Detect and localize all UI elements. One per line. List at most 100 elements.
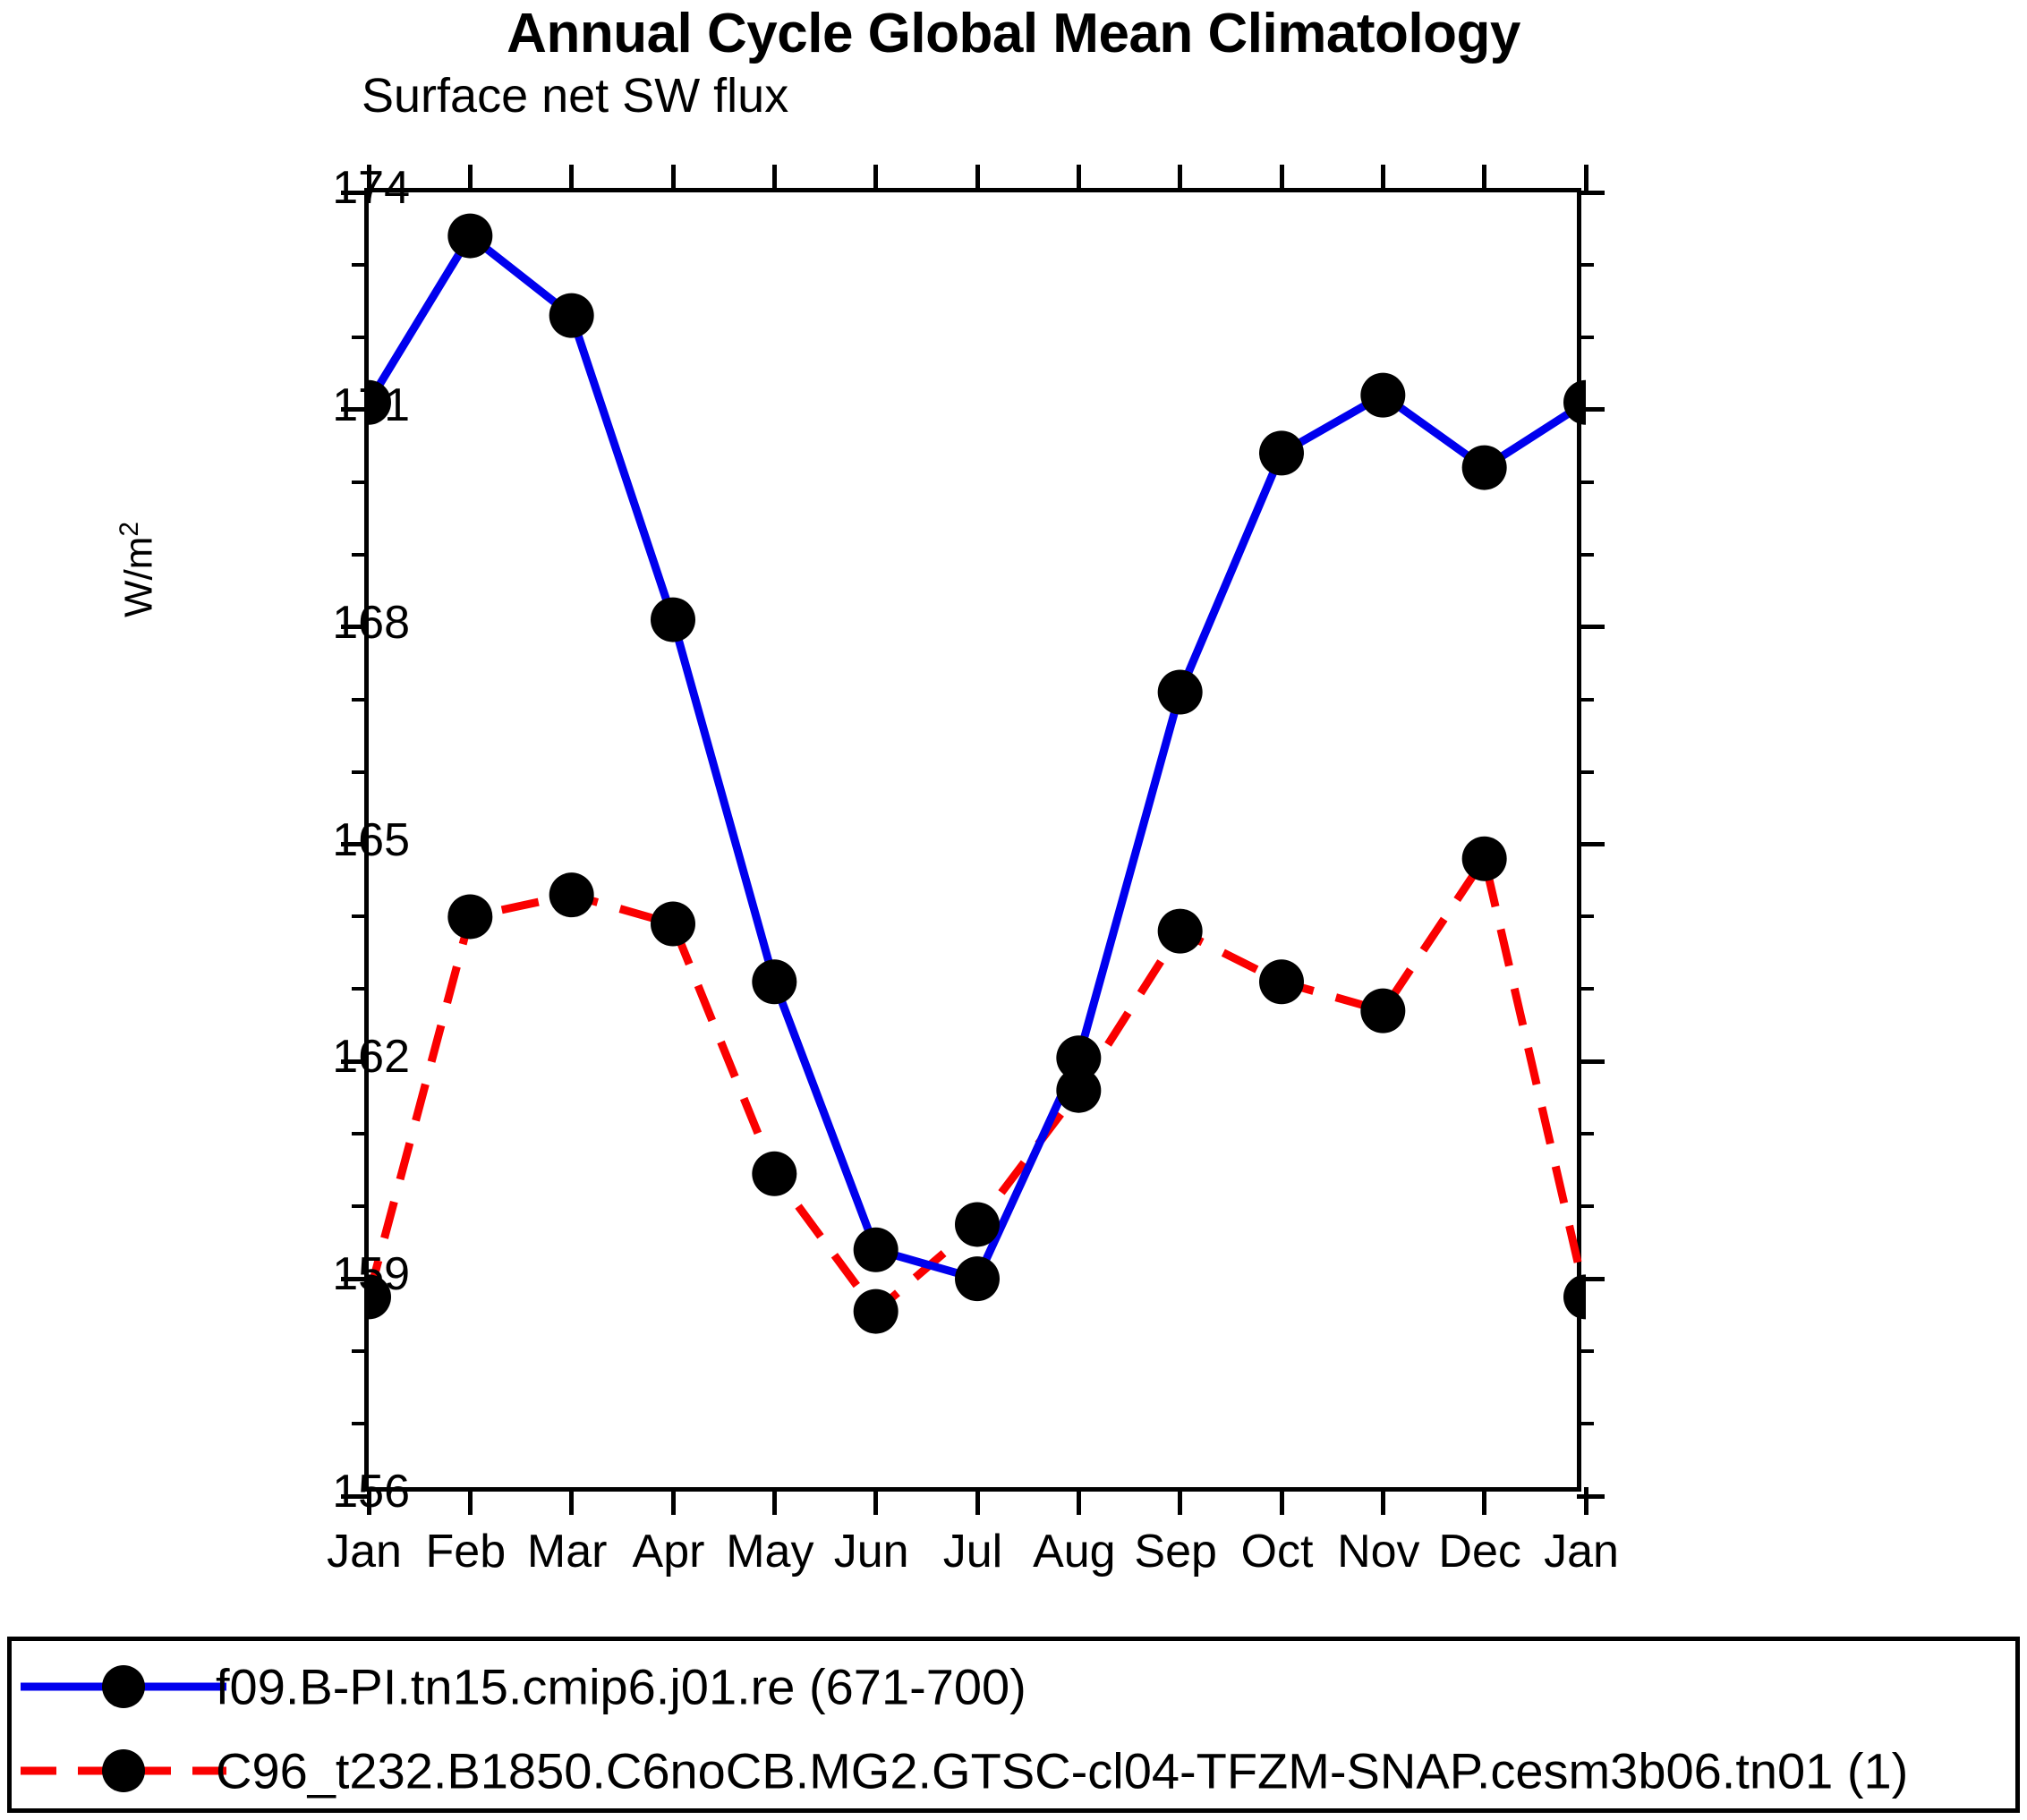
axis-tick <box>1577 987 1594 991</box>
legend-label-series2: C96_t232.B1850.C6noCB.MG2.GTSC-cl04-TFZM… <box>216 1742 1909 1799</box>
data-point <box>1259 959 1304 1005</box>
axis-tick <box>1577 770 1594 774</box>
axis-tick <box>1076 165 1081 192</box>
data-point <box>1563 379 1586 425</box>
data-point <box>447 894 493 940</box>
axis-tick <box>873 1487 879 1515</box>
y-axis-tick-label: 165 <box>332 813 410 866</box>
y-axis-tick-label: 171 <box>332 378 410 431</box>
axis-tick <box>569 165 575 192</box>
axis-tick <box>352 335 369 339</box>
axis-tick <box>771 165 777 192</box>
series-canvas <box>369 213 1586 1334</box>
x-axis-tick-label: Jan <box>1544 1526 1619 1578</box>
x-axis-tick-label: May <box>726 1526 814 1578</box>
axis-tick <box>1577 407 1605 412</box>
axis-tick <box>1577 1493 1605 1499</box>
axis-tick <box>1583 165 1588 192</box>
x-axis-tick-label: Jul <box>942 1526 1003 1578</box>
axis-tick <box>366 1487 371 1515</box>
x-axis-tick-label: Mar <box>526 1526 608 1578</box>
axis-tick <box>1577 262 1594 267</box>
data-point <box>1056 1067 1102 1113</box>
axis-tick <box>352 1422 369 1426</box>
y-axis-title-text: W/m <box>116 536 161 617</box>
y-axis-tick-label: 162 <box>332 1031 410 1084</box>
axis-tick <box>975 1487 980 1515</box>
axis-tick <box>1577 1276 1605 1281</box>
axis-tick <box>1577 480 1594 484</box>
data-point <box>1157 669 1203 715</box>
y-axis-tick-label: 159 <box>332 1248 410 1301</box>
data-point <box>853 1227 899 1272</box>
axis-tick <box>341 1276 369 1281</box>
axis-tick <box>352 770 369 774</box>
axis-tick <box>1380 1487 1385 1515</box>
series-markers <box>369 213 1586 1334</box>
legend-label-series1: f09.B-PI.tn15.cmip6.j01.re (671-700) <box>216 1658 1026 1715</box>
chart-legend: f09.B-PI.tn15.cmip6.j01.re (671-700) C96… <box>7 1637 2020 1813</box>
legend-swatch-series2 <box>21 1749 226 1792</box>
axis-tick <box>1577 625 1605 630</box>
data-point <box>549 872 594 918</box>
data-point <box>1461 445 1507 490</box>
data-point <box>369 1274 391 1320</box>
y-axis-tick-label: 168 <box>332 596 410 649</box>
data-point <box>853 1288 899 1334</box>
data-point <box>1157 908 1203 954</box>
axis-tick <box>341 190 369 195</box>
data-point <box>1461 836 1507 881</box>
axis-tick <box>1482 1487 1487 1515</box>
data-point <box>549 293 594 338</box>
axis-tick <box>341 1493 369 1499</box>
axis-tick <box>1577 842 1605 846</box>
axis-tick <box>352 552 369 557</box>
x-axis-tick-label: Dec <box>1438 1526 1521 1578</box>
axis-tick <box>569 1487 575 1515</box>
data-point <box>651 597 695 642</box>
axis-tick <box>1577 914 1594 919</box>
x-axis-tick-label: Apr <box>632 1526 705 1578</box>
axis-tick <box>975 165 980 192</box>
axis-tick <box>366 165 371 192</box>
axis-tick <box>1577 1349 1594 1354</box>
x-axis-tick-label: Feb <box>425 1526 507 1578</box>
axis-tick <box>1178 165 1183 192</box>
y-axis-title-exponent: 2 <box>115 521 144 537</box>
data-point <box>752 1151 797 1196</box>
data-point <box>1360 372 1406 418</box>
axis-tick <box>1577 1422 1594 1426</box>
x-axis-tick-label: Aug <box>1033 1526 1116 1578</box>
axis-tick <box>467 165 473 192</box>
axis-tick <box>1577 1132 1594 1136</box>
axis-tick <box>1178 1487 1183 1515</box>
chart-title: Annual Cycle Global Mean Climatology <box>507 3 1520 64</box>
legend-swatch-series1 <box>21 1665 226 1708</box>
axis-tick <box>467 1487 473 1515</box>
axis-tick <box>1583 1487 1588 1515</box>
x-axis-tick-label: Jun <box>833 1526 909 1578</box>
axis-tick <box>352 1349 369 1354</box>
x-axis-tick-label: Oct <box>1240 1526 1314 1578</box>
chart-subtitle: Surface net SW flux <box>362 69 789 123</box>
axis-tick <box>1076 1487 1081 1515</box>
axis-tick <box>873 165 879 192</box>
legend-item: C96_t232.B1850.C6noCB.MG2.GTSC-cl04-TFZM… <box>12 1727 2015 1815</box>
axis-tick <box>341 625 369 630</box>
axis-tick <box>341 842 369 846</box>
axis-tick <box>1577 1204 1594 1209</box>
data-point <box>955 1256 1000 1302</box>
data-point <box>752 959 797 1005</box>
axis-tick <box>1577 335 1594 339</box>
axis-tick <box>341 407 369 412</box>
data-point <box>1563 1274 1586 1320</box>
axis-tick <box>670 1487 676 1515</box>
axis-tick <box>1279 165 1284 192</box>
axis-tick <box>352 262 369 267</box>
data-point <box>955 1202 1000 1247</box>
axis-tick <box>352 1132 369 1136</box>
axis-tick <box>670 165 676 192</box>
data-point <box>1360 988 1406 1033</box>
y-axis-tick-label: 174 <box>332 162 410 214</box>
